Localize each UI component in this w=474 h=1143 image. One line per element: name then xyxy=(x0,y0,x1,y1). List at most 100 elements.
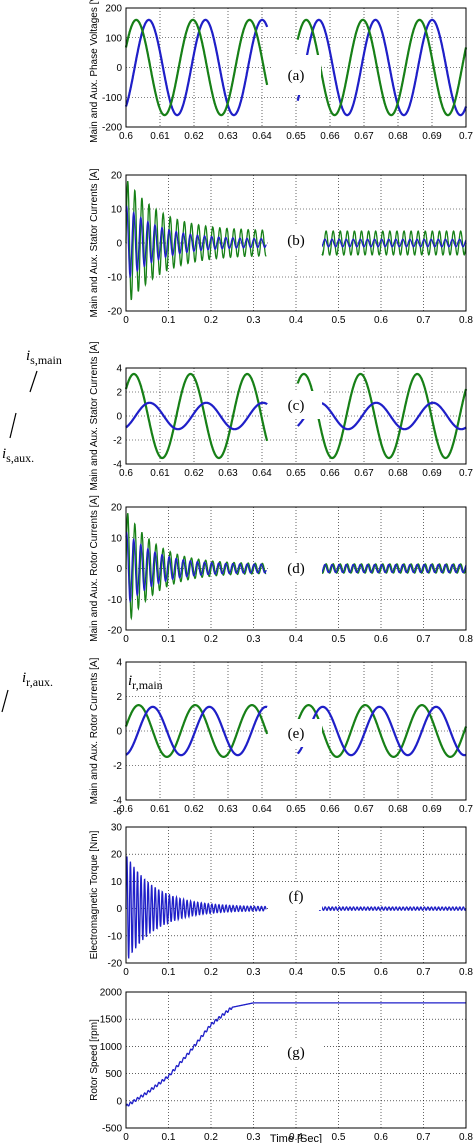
x-tick-label: 0.5 xyxy=(332,1132,346,1143)
panel-label: (g) xyxy=(287,1045,305,1061)
y-tick-label: 0 xyxy=(116,564,122,575)
side-label-s-main: is,main xyxy=(26,348,62,367)
y-axis-label: Main and Aux. Rotor Currents [A] xyxy=(89,495,100,642)
series-line xyxy=(124,372,468,460)
x-tick-label: 0.65 xyxy=(286,804,306,815)
y-tick-label: 20 xyxy=(111,171,123,182)
x-tick-label: 0.7 xyxy=(459,131,473,142)
x-tick-label: 0.66 xyxy=(320,468,340,479)
x-tick-label: 0.67 xyxy=(354,804,374,815)
x-tick-label: 0.4 xyxy=(289,634,303,645)
side-label-r-aux: ir,aux. xyxy=(22,670,53,689)
y-tick-label: -500 xyxy=(102,1124,122,1135)
x-tick-label: 0.68 xyxy=(388,804,408,815)
y-axis-label: Main and Aux. Rotor Currents [A] xyxy=(89,657,100,804)
label-cover xyxy=(270,226,322,254)
x-tick-label: 0.8 xyxy=(459,634,473,645)
x-tick-label: 0.1 xyxy=(162,1132,176,1143)
series-line xyxy=(124,704,468,758)
x-tick-label: 0.64 xyxy=(252,468,272,479)
y-tick-label: 10 xyxy=(111,533,123,544)
y-tick-label: 0 xyxy=(116,63,122,74)
y-tick-label: -2 xyxy=(113,436,122,447)
y-tick-label: 30 xyxy=(111,823,123,834)
y-tick-label: -10 xyxy=(108,931,123,942)
label-cover xyxy=(270,391,322,419)
x-tick-label: 0.65 xyxy=(286,468,306,479)
x-tick-label: 0.1 xyxy=(162,634,176,645)
panel-label: (b) xyxy=(287,233,305,249)
y-tick-label: 4 xyxy=(116,364,122,375)
y-tick-label: -4 xyxy=(113,796,122,807)
side-label-s-aux: is,aux. xyxy=(2,446,34,465)
x-tick-label: 0 xyxy=(123,634,129,645)
y-tick-label: -6 xyxy=(113,807,122,818)
x-tick-label: 0.5 xyxy=(332,315,346,326)
x-tick-label: 0.7 xyxy=(417,967,431,978)
y-tick-label: 10 xyxy=(111,205,123,216)
x-tick-label: 0.69 xyxy=(422,131,442,142)
y-axis-label: Electromagnetic Torque [Nm] xyxy=(89,830,100,959)
panel-label: (d) xyxy=(287,561,305,577)
x-tick-label: 0.69 xyxy=(422,804,442,815)
series-line xyxy=(124,18,468,117)
leader-line xyxy=(29,370,38,393)
leader-line xyxy=(9,412,17,439)
y-tick-label: -4 xyxy=(113,460,122,471)
x-tick-label: 0.8 xyxy=(459,1132,473,1143)
series-line xyxy=(125,401,467,431)
chart-panel: (a) 0.6 0.61 0.62 0.63 0.64 0.65 0.66 0.67 0.68 0.… xyxy=(89,0,473,143)
y-tick-label: -2 xyxy=(113,761,122,772)
x-tick-label: 0.1 xyxy=(162,315,176,326)
y-tick-label: -20 xyxy=(108,307,123,318)
y-tick-label: 1000 xyxy=(100,1042,123,1053)
y-tick-label: 4 xyxy=(116,658,122,669)
series-line xyxy=(125,531,467,604)
x-tick-label: 0.64 xyxy=(252,131,272,142)
x-tick-label: 0.8 xyxy=(459,315,473,326)
x-tick-label: 0 xyxy=(123,1132,129,1143)
x-tick-label: 0.6 xyxy=(374,634,388,645)
y-tick-label: 2 xyxy=(116,692,122,703)
x-tick-label: 0.6 xyxy=(119,804,133,815)
x-tick-label: 0 xyxy=(123,315,129,326)
y-tick-label: 20 xyxy=(111,850,123,861)
series-line xyxy=(125,705,467,757)
chart-panel: (g) 0 0.1 0.2 0.3 0.4 0.5 0.6 0.7 0.8 2000 1500 1000… xyxy=(89,988,473,1143)
x-tick-label: 0.66 xyxy=(320,131,340,142)
x-tick-label: 0.7 xyxy=(417,315,431,326)
x-tick-label: 0.68 xyxy=(388,131,408,142)
y-tick-label: 0 xyxy=(116,904,122,915)
y-tick-label: -200 xyxy=(102,123,122,134)
y-axis-label: Main and Aux. Stator Currents [A] xyxy=(89,168,100,317)
x-tick-label: 0.3 xyxy=(247,634,261,645)
x-tick-label: 0.67 xyxy=(354,468,374,479)
x-tick-label: 0.2 xyxy=(204,634,218,645)
x-tick-label: 0.3 xyxy=(247,967,261,978)
x-tick-label: 0.68 xyxy=(388,468,408,479)
x-tick-label: 0.65 xyxy=(286,131,306,142)
x-tick-label: 0.2 xyxy=(204,315,218,326)
x-tick-label: 0.7 xyxy=(459,468,473,479)
x-tick-label: 0 xyxy=(123,967,129,978)
series-line xyxy=(125,205,467,279)
series-line xyxy=(125,1002,466,1107)
y-tick-label: 1500 xyxy=(100,1015,123,1026)
x-tick-label: 0.4 xyxy=(289,967,303,978)
x-tick-label: 0.2 xyxy=(204,1132,218,1143)
y-axis-label: Rotor Speed [rpm] xyxy=(89,1019,100,1101)
x-tick-label: 0.62 xyxy=(184,131,204,142)
x-tick-label: 0.61 xyxy=(150,468,170,479)
x-tick-label: 0.5 xyxy=(332,967,346,978)
x-tick-label: 0.67 xyxy=(354,131,374,142)
x-tick-label: 0.7 xyxy=(417,1132,431,1143)
plot-frame xyxy=(125,826,467,964)
label-cover xyxy=(270,554,322,582)
x-tick-label: 0.62 xyxy=(184,804,204,815)
y-tick-label: -100 xyxy=(102,93,122,104)
chart-panel: (c) 0.6 0.61 0.62 0.63 0.64 0.65 0.66 0.67 0.68 0.… xyxy=(89,341,473,490)
series-line xyxy=(125,180,467,301)
x-tick-label: 0.63 xyxy=(218,804,238,815)
panel-label: (e) xyxy=(288,726,305,742)
